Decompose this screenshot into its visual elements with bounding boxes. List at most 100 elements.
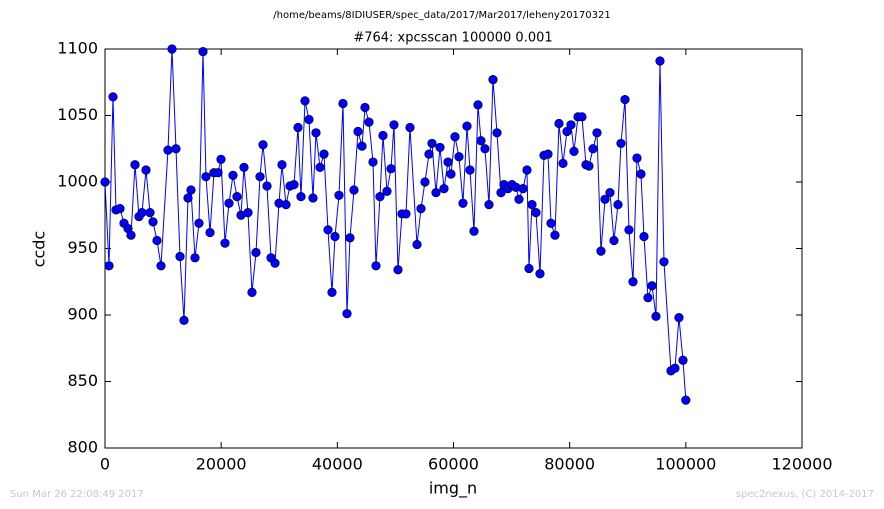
- data-point: [424, 149, 434, 159]
- data-point: [270, 258, 280, 268]
- data-point: [145, 207, 155, 218]
- data-point: [462, 121, 472, 131]
- data-point: [531, 207, 541, 218]
- data-point: [514, 194, 524, 204]
- data-point: [323, 225, 333, 235]
- y-tick-label: 1000: [57, 172, 98, 191]
- data-point: [243, 207, 253, 218]
- data-point: [678, 355, 688, 365]
- data-point: [327, 287, 337, 297]
- data-point: [639, 231, 649, 242]
- data-point: [342, 309, 352, 319]
- data-point: [584, 161, 594, 171]
- data-point: [393, 265, 403, 275]
- data-point: [405, 122, 415, 133]
- y-tick-label: 1050: [57, 105, 98, 124]
- footer-left: Sun Mar 26 22:08:49 2017: [10, 489, 144, 500]
- data-point: [126, 230, 136, 240]
- data-point: [296, 192, 306, 202]
- data-point: [251, 247, 261, 258]
- data-point: [435, 142, 445, 153]
- data-point: [628, 277, 638, 287]
- data-point: [156, 261, 166, 271]
- data-point: [458, 198, 468, 208]
- data-point: [220, 238, 230, 248]
- data-point: [386, 164, 396, 174]
- y-tick-label: 950: [67, 238, 98, 257]
- data-point: [130, 160, 140, 170]
- data-point: [183, 193, 193, 203]
- data-point: [349, 185, 359, 195]
- x-tick-label: 80000: [544, 455, 595, 474]
- data-point: [375, 192, 385, 202]
- data-point: [360, 102, 370, 113]
- data-point: [643, 293, 653, 303]
- x-axis-label: img_n: [429, 479, 477, 499]
- data-point: [476, 136, 486, 146]
- data-point: [412, 239, 422, 250]
- data-point: [613, 200, 623, 210]
- data-point: [308, 193, 318, 203]
- data-point: [670, 363, 680, 373]
- data-point: [431, 188, 441, 198]
- data-point: [518, 184, 528, 194]
- x-tick-label: 40000: [312, 455, 363, 474]
- data-point: [167, 44, 177, 54]
- data-point: [262, 181, 272, 191]
- data-point: [546, 218, 556, 228]
- data-point: [190, 253, 200, 263]
- data-point: [488, 74, 498, 85]
- data-point: [550, 230, 560, 240]
- data-point: [201, 172, 211, 182]
- data-point: [224, 198, 234, 208]
- data-point: [232, 192, 242, 202]
- data-point: [427, 138, 437, 149]
- data-point: [558, 158, 568, 168]
- data-point: [569, 146, 579, 157]
- data-point: [605, 188, 615, 198]
- data-point: [389, 120, 399, 130]
- y-tick-label: 1100: [57, 39, 98, 58]
- data-point: [527, 200, 537, 210]
- data-point: [277, 160, 287, 170]
- data-point: [108, 92, 118, 102]
- data-point: [368, 157, 378, 167]
- data-point: [465, 165, 475, 175]
- data-point: [255, 172, 265, 182]
- data-point: [420, 177, 430, 187]
- data-point: [247, 287, 257, 297]
- data-point: [446, 169, 456, 179]
- y-tick-label: 800: [67, 438, 98, 457]
- data-point: [152, 235, 162, 246]
- data-point: [100, 177, 110, 187]
- data-point: [258, 140, 268, 150]
- data-point: [416, 204, 426, 214]
- data-point: [592, 128, 602, 138]
- data-point: [186, 185, 196, 195]
- data-point: [194, 218, 204, 228]
- data-point: [148, 217, 158, 227]
- data-point: [636, 169, 646, 179]
- data-point: [289, 180, 299, 190]
- data-point: [319, 149, 329, 159]
- data-point: [163, 145, 173, 155]
- data-point: [115, 204, 125, 214]
- data-point: [624, 225, 634, 235]
- plot-frame: [104, 48, 803, 449]
- data-point: [554, 118, 564, 129]
- data-point: [480, 144, 490, 154]
- data-point: [175, 251, 185, 262]
- data-point: [228, 170, 238, 180]
- data-point: [338, 98, 348, 109]
- data-point: [104, 261, 114, 271]
- data-point: [655, 56, 665, 66]
- data-point: [330, 231, 340, 242]
- data-point: [179, 315, 189, 325]
- data-point: [492, 128, 502, 138]
- data-point: [353, 126, 363, 137]
- data-point: [588, 144, 598, 154]
- data-point: [577, 112, 587, 122]
- data-point: [616, 138, 626, 149]
- data-point: [535, 269, 545, 279]
